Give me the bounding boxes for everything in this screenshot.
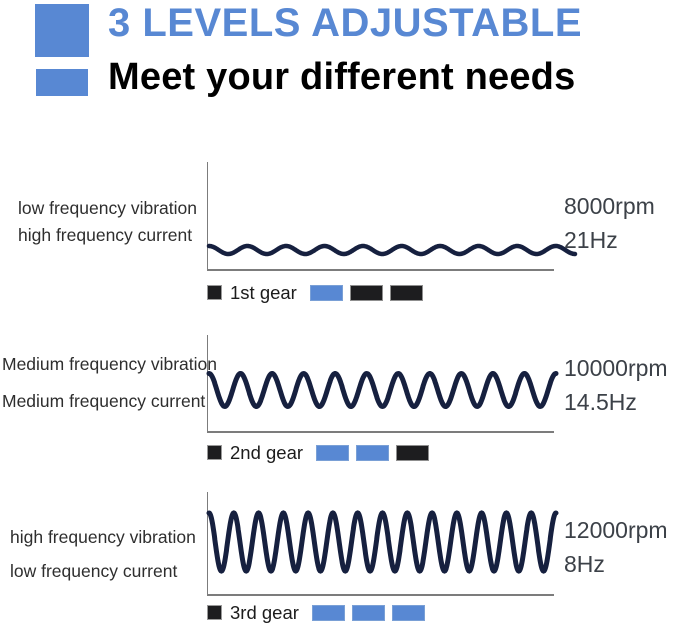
level2-gear-legend: 2nd gear bbox=[207, 441, 430, 463]
level2-left-labels: Medium frequency vibration Medium freque… bbox=[2, 346, 217, 420]
level1-rpm-value: 8000rpm bbox=[564, 193, 655, 219]
gear-indicator-black bbox=[396, 444, 430, 461]
page-title: 3 LEVELS ADJUSTABLE bbox=[108, 1, 583, 45]
gear-indicator-blue bbox=[309, 284, 343, 301]
gear-indicator-blue bbox=[311, 604, 345, 621]
gear-label: 3rd gear bbox=[230, 601, 299, 623]
title-accent-square-small bbox=[36, 69, 88, 96]
gear-indicator-blue bbox=[391, 604, 425, 621]
level2-waveform bbox=[206, 370, 559, 410]
level2-gear-indicators bbox=[316, 444, 430, 461]
level1-vibration-label: low frequency vibration bbox=[18, 198, 197, 218]
level1-specs: 8000rpm 21Hz bbox=[564, 189, 655, 257]
level2-vibration-label: Medium frequency vibration bbox=[2, 354, 217, 374]
level3-specs: 12000rpm 8Hz bbox=[564, 513, 668, 581]
gear-indicator-blue bbox=[316, 444, 350, 461]
level3-gear-indicators bbox=[311, 604, 425, 621]
level1-waveform bbox=[206, 243, 578, 257]
level3-left-labels: high frequency vibration low frequency c… bbox=[10, 520, 196, 588]
level1-current-label: high frequency current bbox=[18, 225, 193, 245]
level3-gear-legend: 3rd gear bbox=[207, 601, 425, 623]
level2-specs: 10000rpm 14.5Hz bbox=[564, 351, 668, 419]
level2-current-label: Medium frequency current bbox=[2, 391, 206, 411]
gear-bullet-square bbox=[207, 605, 222, 620]
gear-bullet-square bbox=[207, 285, 222, 300]
level2-rpm-value: 10000rpm bbox=[564, 355, 668, 381]
level2-axes bbox=[207, 335, 554, 433]
level1-hz-value: 21Hz bbox=[564, 227, 618, 253]
level1-left-labels: low frequency vibration high frequency c… bbox=[18, 195, 197, 249]
level1-gear-indicators bbox=[309, 284, 423, 301]
level3-waveform bbox=[206, 510, 559, 574]
level3-axes bbox=[207, 492, 554, 596]
level1-axes bbox=[207, 162, 554, 271]
gear-label: 1st gear bbox=[230, 281, 297, 303]
gear-indicator-black bbox=[389, 284, 423, 301]
gear-indicator-blue bbox=[356, 444, 390, 461]
level1-gear-legend: 1st gear bbox=[207, 281, 423, 303]
gear-label: 2nd gear bbox=[230, 441, 304, 463]
gear-indicator-blue bbox=[351, 604, 385, 621]
level2-hz-value: 14.5Hz bbox=[564, 389, 637, 415]
page-subtitle: Meet your different needs bbox=[108, 56, 576, 98]
level3-hz-value: 8Hz bbox=[564, 551, 605, 577]
level3-vibration-label: high frequency vibration bbox=[10, 527, 196, 547]
title-accent-square-large bbox=[35, 4, 89, 57]
level3-rpm-value: 12000rpm bbox=[564, 517, 668, 543]
level3-current-label: low frequency current bbox=[10, 561, 178, 581]
gear-indicator-black bbox=[349, 284, 383, 301]
gear-bullet-square bbox=[207, 445, 222, 460]
